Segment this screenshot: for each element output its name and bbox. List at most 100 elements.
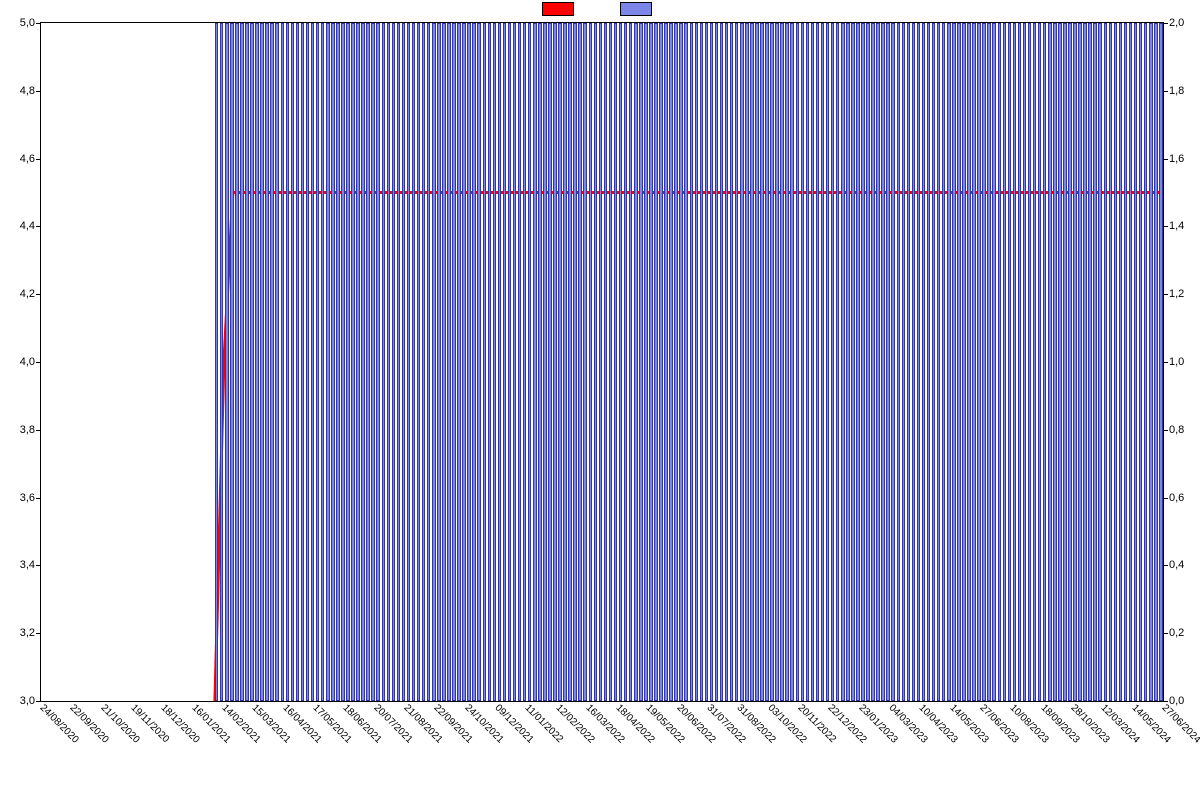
bar bbox=[1033, 23, 1037, 701]
bar bbox=[1159, 23, 1163, 701]
bar bbox=[1073, 23, 1077, 701]
bar bbox=[1008, 23, 1012, 701]
bar bbox=[563, 23, 567, 701]
bar bbox=[296, 23, 300, 701]
bar bbox=[634, 23, 638, 701]
bar bbox=[735, 23, 739, 701]
bar bbox=[548, 23, 552, 701]
bar bbox=[589, 23, 593, 701]
bar bbox=[977, 23, 981, 701]
bar bbox=[740, 23, 744, 701]
bar bbox=[412, 23, 416, 701]
bar bbox=[806, 23, 810, 701]
bar bbox=[260, 23, 264, 701]
bar bbox=[962, 23, 966, 701]
bar bbox=[407, 23, 411, 701]
bar bbox=[1038, 23, 1042, 701]
bar bbox=[710, 23, 714, 701]
bar bbox=[432, 23, 436, 701]
bar bbox=[346, 23, 350, 701]
bar bbox=[533, 23, 537, 701]
bar bbox=[1068, 23, 1072, 701]
bar bbox=[568, 23, 572, 701]
bar bbox=[1109, 23, 1113, 701]
bar bbox=[286, 23, 290, 701]
bar bbox=[493, 23, 497, 701]
legend-item-bar bbox=[620, 2, 658, 16]
bar bbox=[927, 23, 931, 701]
bar bbox=[952, 23, 956, 701]
bar bbox=[1048, 23, 1052, 701]
bar bbox=[831, 23, 835, 701]
bar bbox=[321, 23, 325, 701]
bar bbox=[836, 23, 840, 701]
bar bbox=[861, 23, 865, 701]
bar bbox=[775, 23, 779, 701]
bar bbox=[801, 23, 805, 701]
bar bbox=[841, 23, 845, 701]
bar bbox=[467, 23, 471, 701]
bar bbox=[528, 23, 532, 701]
bar bbox=[220, 23, 224, 701]
bar bbox=[599, 23, 603, 701]
bar bbox=[538, 23, 542, 701]
bar bbox=[629, 23, 633, 701]
bar bbox=[447, 23, 451, 701]
bar bbox=[417, 23, 421, 701]
bar bbox=[1003, 23, 1007, 701]
bar bbox=[654, 23, 658, 701]
bar bbox=[614, 23, 618, 701]
bar bbox=[679, 23, 683, 701]
bar bbox=[891, 23, 895, 701]
bar bbox=[1083, 23, 1087, 701]
bar bbox=[932, 23, 936, 701]
bar bbox=[498, 23, 502, 701]
bar bbox=[1093, 23, 1097, 701]
plot-area: 3,03,23,43,63,84,04,24,44,64,85,00,00,20… bbox=[40, 22, 1164, 702]
bar bbox=[1129, 23, 1133, 701]
bar bbox=[705, 23, 709, 701]
bar bbox=[1088, 23, 1092, 701]
bar bbox=[427, 23, 431, 701]
bar bbox=[790, 23, 794, 701]
bar bbox=[639, 23, 643, 701]
bar bbox=[902, 23, 906, 701]
bar bbox=[811, 23, 815, 701]
bar bbox=[725, 23, 729, 701]
bar bbox=[624, 23, 628, 701]
legend-swatch-red bbox=[542, 2, 574, 16]
bar bbox=[690, 23, 694, 701]
bar bbox=[922, 23, 926, 701]
bar bbox=[897, 23, 901, 701]
bar bbox=[508, 23, 512, 701]
bar bbox=[422, 23, 426, 701]
bar bbox=[987, 23, 991, 701]
bar bbox=[695, 23, 699, 701]
bar bbox=[1124, 23, 1128, 701]
bar bbox=[366, 23, 370, 701]
bar bbox=[760, 23, 764, 701]
bar bbox=[488, 23, 492, 701]
bar bbox=[558, 23, 562, 701]
bar bbox=[967, 23, 971, 701]
bar bbox=[1134, 23, 1138, 701]
bar bbox=[1104, 23, 1108, 701]
bar bbox=[291, 23, 295, 701]
bar bbox=[356, 23, 360, 701]
bar bbox=[876, 23, 880, 701]
bar bbox=[1119, 23, 1123, 701]
bar bbox=[442, 23, 446, 701]
bar bbox=[1013, 23, 1017, 701]
bar bbox=[382, 23, 386, 701]
bar bbox=[821, 23, 825, 701]
bar bbox=[513, 23, 517, 701]
bar bbox=[281, 23, 285, 701]
bar bbox=[1139, 23, 1143, 701]
bar bbox=[301, 23, 305, 701]
bar bbox=[578, 23, 582, 701]
bar bbox=[275, 23, 279, 701]
bar bbox=[1078, 23, 1082, 701]
bar bbox=[609, 23, 613, 701]
bar bbox=[674, 23, 678, 701]
bar bbox=[750, 23, 754, 701]
